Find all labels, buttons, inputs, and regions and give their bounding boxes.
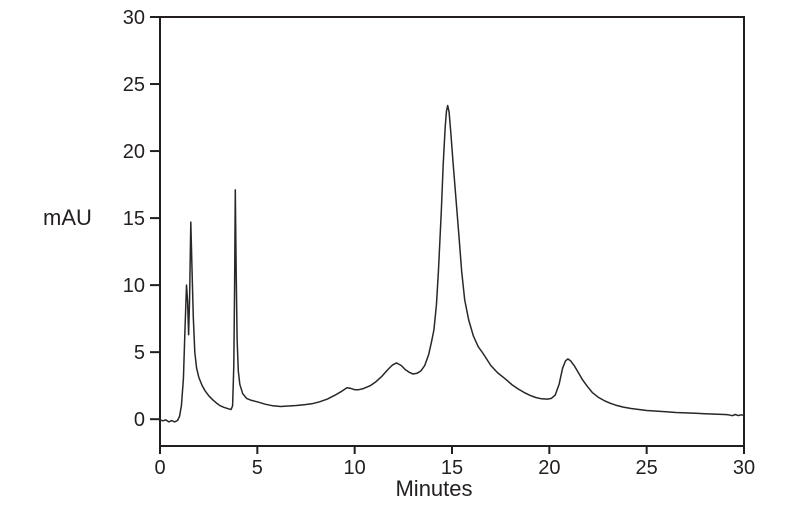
x-axis-title: Minutes [395,476,473,501]
y-tick-label: 25 [123,74,145,96]
y-tick-label: 30 [123,7,145,29]
y-tick-label: 5 [134,342,145,364]
x-tick-label: 10 [344,457,366,479]
axis-ticks: 0 5 10 15 20 25 30 0 5 10 15 20 25 30 [123,7,755,479]
y-tick-label: 15 [123,208,145,230]
y-tick-label: 0 [134,409,145,431]
x-tick-label: 30 [733,457,755,479]
y-tick-label: 10 [123,275,145,297]
chromatogram-trace-line [159,104,745,423]
y-tick-label: 20 [123,141,145,163]
x-tick-label: 25 [636,457,658,479]
signal-trace [159,104,745,423]
x-tick-label: 5 [252,457,263,479]
x-tick-label: 0 [154,457,165,479]
y-axis-title: mAU [43,205,92,230]
plot-frame [159,16,745,447]
plot-frame-rect [159,16,745,447]
x-tick-label: 15 [441,457,463,479]
x-tick-label: 20 [538,457,560,479]
